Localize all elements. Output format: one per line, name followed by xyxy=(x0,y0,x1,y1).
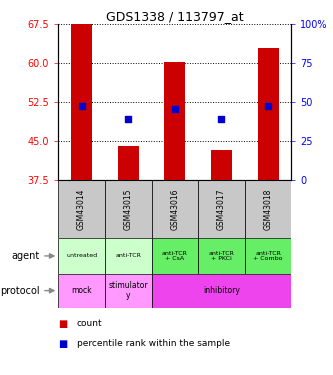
Text: GSM43014: GSM43014 xyxy=(77,188,86,230)
Bar xyxy=(245,238,291,274)
Bar xyxy=(152,274,291,308)
Bar xyxy=(258,48,278,180)
Bar xyxy=(152,180,198,238)
Point xyxy=(79,103,84,109)
Text: anti-TCR
+ PKCi: anti-TCR + PKCi xyxy=(208,251,234,261)
Bar xyxy=(245,180,291,238)
Bar xyxy=(58,238,105,274)
Point xyxy=(265,103,271,109)
Bar xyxy=(198,180,245,238)
Text: ■: ■ xyxy=(58,339,68,350)
Point xyxy=(126,116,131,122)
Bar xyxy=(58,180,105,238)
Text: anti-TCR: anti-TCR xyxy=(115,254,141,258)
Text: stimulator
y: stimulator y xyxy=(109,281,148,300)
Text: GSM43015: GSM43015 xyxy=(124,188,133,230)
Text: anti-TCR
+ CsA: anti-TCR + CsA xyxy=(162,251,188,261)
Text: GSM43016: GSM43016 xyxy=(170,188,179,230)
Text: agent: agent xyxy=(11,251,40,261)
Bar xyxy=(105,274,152,308)
Bar xyxy=(118,146,139,180)
Text: mock: mock xyxy=(71,286,92,295)
Text: anti-TCR
+ Combo: anti-TCR + Combo xyxy=(253,251,283,261)
Point xyxy=(172,106,177,112)
Text: percentile rank within the sample: percentile rank within the sample xyxy=(77,339,230,348)
Title: GDS1338 / 113797_at: GDS1338 / 113797_at xyxy=(106,10,244,23)
Bar xyxy=(71,24,92,180)
Text: GSM43017: GSM43017 xyxy=(217,188,226,230)
Text: count: count xyxy=(77,319,102,328)
Bar xyxy=(58,274,105,308)
Text: GSM43018: GSM43018 xyxy=(263,188,273,230)
Text: untreated: untreated xyxy=(66,254,97,258)
Point xyxy=(219,116,224,122)
Bar xyxy=(211,150,232,180)
Bar xyxy=(105,238,152,274)
Text: ■: ■ xyxy=(58,319,68,329)
Bar xyxy=(198,238,245,274)
Bar xyxy=(105,180,152,238)
Text: protocol: protocol xyxy=(0,286,40,296)
Bar xyxy=(165,62,185,180)
Text: inhibitory: inhibitory xyxy=(203,286,240,295)
Bar xyxy=(152,238,198,274)
